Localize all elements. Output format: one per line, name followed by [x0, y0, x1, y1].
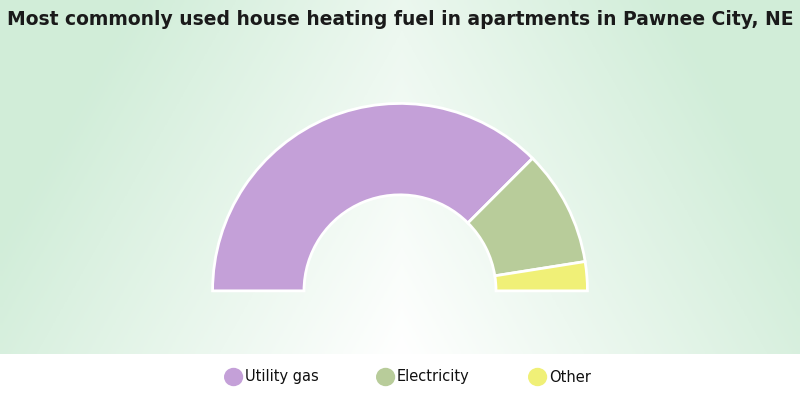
- Wedge shape: [468, 158, 585, 276]
- Ellipse shape: [528, 368, 547, 386]
- Text: Other: Other: [549, 370, 590, 384]
- Text: Electricity: Electricity: [397, 370, 470, 384]
- Ellipse shape: [224, 368, 243, 386]
- Text: Most commonly used house heating fuel in apartments in Pawnee City, NE: Most commonly used house heating fuel in…: [6, 10, 794, 29]
- Ellipse shape: [376, 368, 395, 386]
- Text: Utility gas: Utility gas: [245, 370, 318, 384]
- Wedge shape: [213, 104, 533, 291]
- Wedge shape: [495, 262, 587, 291]
